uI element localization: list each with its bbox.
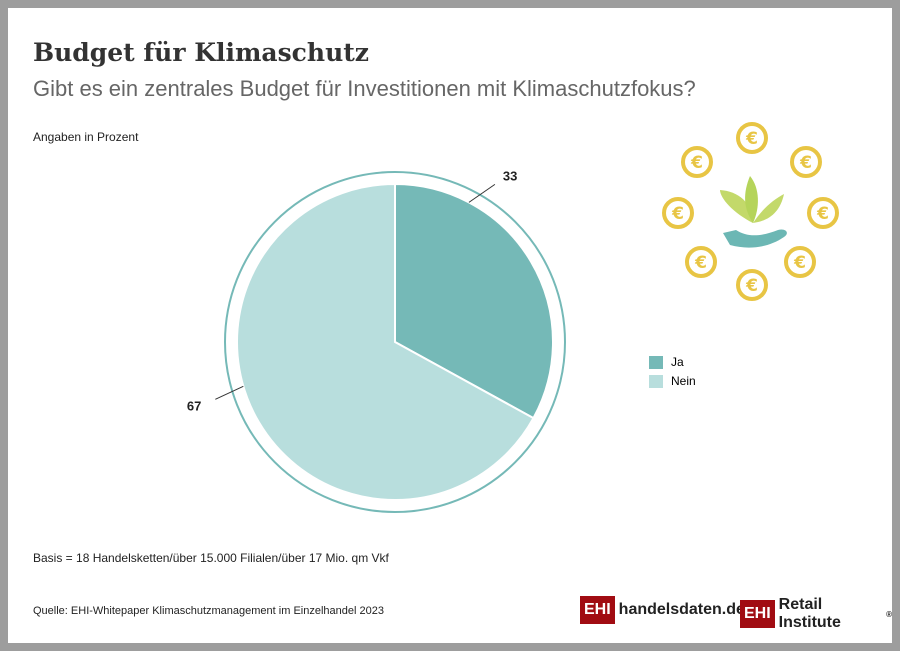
chart-title: Budget für Klimaschutz [33, 38, 369, 67]
hand-icon [723, 229, 787, 248]
euro-coin-icon [807, 197, 839, 229]
unit-label: Angaben in Prozent [33, 130, 139, 144]
data-label: 67 [187, 398, 201, 413]
leaf-icon [753, 194, 784, 223]
basis-note: Basis = 18 Handelsketten/über 15.000 Fil… [33, 551, 389, 565]
euro-coin-icon [681, 146, 713, 178]
euro-symbol: € [694, 253, 707, 273]
ehi-retail-logo: EHI Retail Institute ® [740, 596, 892, 632]
pie-slice-ja [394, 182, 554, 420]
data-label: 33 [503, 168, 517, 183]
euro-coin-icon [736, 122, 768, 154]
euro-coin-icon [790, 146, 822, 178]
leader-line [468, 183, 496, 203]
hand-plant-euro-icon: € € € € € € € € [662, 122, 839, 301]
source-note: Quelle: EHI-Whitepaper Klimaschutzmanage… [33, 605, 384, 617]
logo-text: handelsdaten.de [618, 601, 745, 618]
euro-symbol: € [799, 153, 812, 173]
euro-symbol: € [671, 204, 684, 224]
euro-symbol: € [816, 204, 829, 224]
legend-swatch [649, 355, 663, 369]
pie-slice-nein [236, 182, 535, 501]
leaf-icon [720, 190, 753, 223]
euro-symbol: € [745, 276, 758, 296]
chart-frame: Budget für Klimaschutz Gibt es ein zentr… [8, 8, 892, 643]
legend-item-nein: Nein [649, 374, 696, 388]
pie-chart: 33 67 € € € € € € € € [187, 122, 839, 513]
euro-symbol: € [793, 253, 806, 273]
leaf-icon [745, 176, 758, 223]
legend-swatch [649, 374, 663, 388]
ehi-mark: EHI [740, 600, 775, 628]
legend-item-ja: Ja [649, 355, 684, 369]
leader-line [215, 385, 244, 400]
handelsdaten-logo: EHI handelsdaten.de [580, 596, 745, 624]
legend-label: Nein [671, 374, 696, 388]
ehi-mark: EHI [580, 596, 615, 624]
euro-coin-icon [736, 269, 768, 301]
euro-coin-icon [685, 246, 717, 278]
chart-subtitle: Gibt es ein zentrales Budget für Investi… [33, 76, 696, 101]
legend-label: Ja [671, 355, 684, 369]
logo-text: Retail Institute [778, 596, 841, 631]
euro-symbol: € [690, 153, 703, 173]
euro-coin-icon [662, 197, 694, 229]
pie-ring [224, 171, 566, 513]
euro-coin-icon [784, 246, 816, 278]
euro-symbol: € [745, 129, 758, 149]
registered-mark: ® [886, 609, 892, 619]
